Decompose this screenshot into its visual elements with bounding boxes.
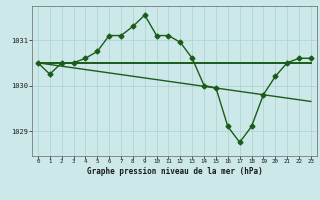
- X-axis label: Graphe pression niveau de la mer (hPa): Graphe pression niveau de la mer (hPa): [86, 167, 262, 176]
